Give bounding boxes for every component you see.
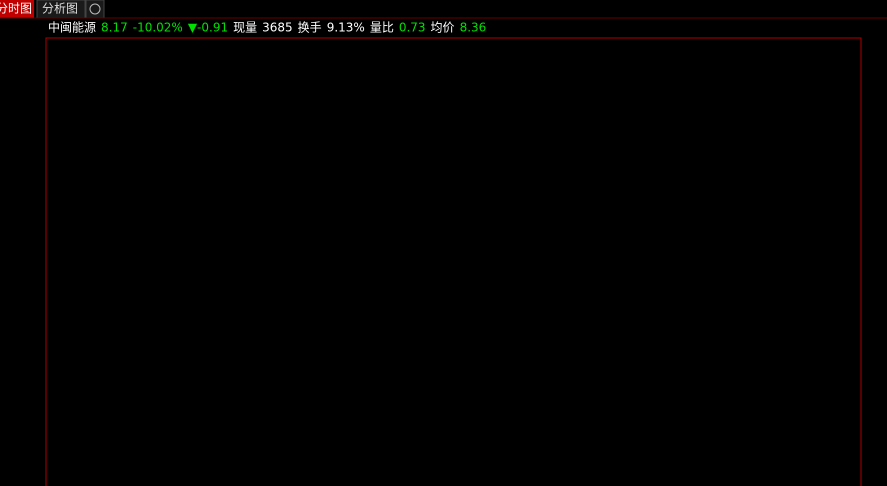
- tab-active[interactable]: [0, 0, 34, 18]
- tab[interactable]: 分析图: [42, 2, 78, 16]
- header-turnover: 9.13%: [327, 21, 365, 35]
- header-change_pct: -10.02%: [133, 21, 183, 35]
- header-ratio: 0.73: [399, 21, 426, 35]
- header-ratio_label: 量比: [370, 21, 394, 35]
- header-price: 8.17: [101, 21, 128, 35]
- frame: [45, 37, 862, 486]
- clock-icon: [89, 3, 101, 15]
- header-volume: 3685: [262, 21, 293, 35]
- header-turnover_label: 换手: [298, 21, 322, 35]
- header-volume_label: 现量: [233, 21, 257, 35]
- tab[interactable]: 分时图: [0, 2, 32, 16]
- header-name: 中闽能源: [48, 20, 96, 35]
- header: 中闽能源 8.17 -10.02% ▼-0.91 现量 3685 换手 9.13% 量比 0.73…: [48, 20, 486, 35]
- header-avg_label: 均价: [431, 21, 455, 35]
- clock-tab[interactable]: [85, 0, 105, 19]
- header-avg: 8.36: [460, 21, 487, 35]
- header-change: ▼-0.91: [188, 21, 228, 35]
